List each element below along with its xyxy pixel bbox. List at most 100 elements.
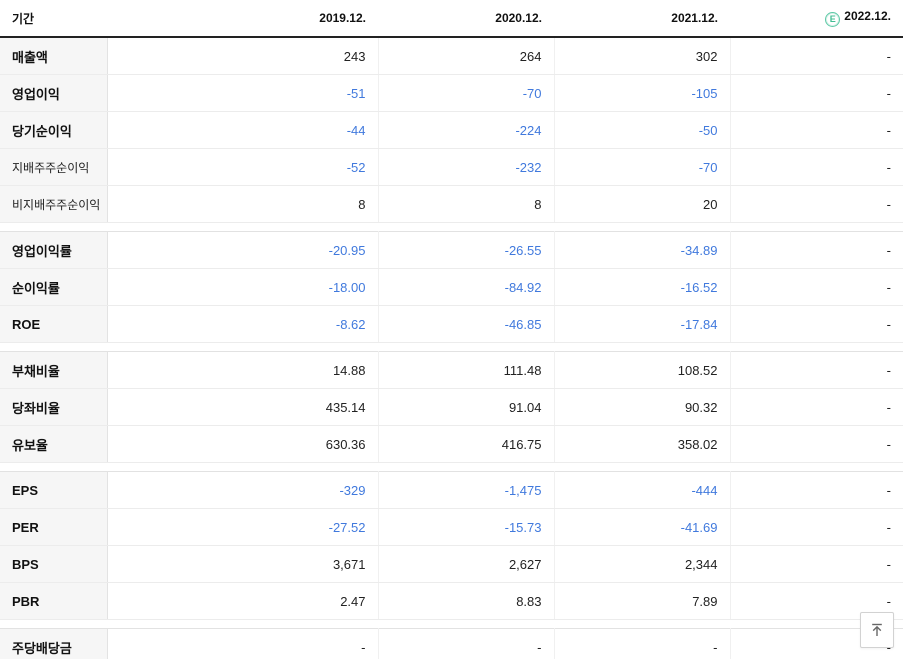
cell-value: -27.52 [107, 508, 379, 546]
table-row: EPS -329 -1,475 -444- [0, 471, 903, 509]
cell-value: -26.55 [378, 231, 555, 269]
row-label: PBR [0, 582, 108, 620]
row-group: 매출액 243 264 302- 영업이익 -51 -70 -105- 당기순이익 -44 -224… [0, 38, 903, 223]
cell-value: -84.92 [378, 268, 555, 306]
cell-value: -70 [554, 148, 731, 186]
financial-table-body: 매출액 243 264 302- 영업이익 -51 -70 -105- 당기순이익 -44 -224… [0, 38, 903, 659]
scroll-to-top-button[interactable] [860, 612, 894, 648]
row-label: ROE [0, 305, 108, 343]
cell-value: - [730, 425, 903, 463]
table-row: PER -27.52 -15.73 -41.69- [0, 508, 903, 546]
cell-value: - [378, 628, 555, 659]
row-label: 영업이익 [0, 74, 108, 112]
cell-value: 243 [107, 38, 379, 75]
row-group: 주당배당금---- [0, 628, 903, 659]
cell-value: - [730, 268, 903, 306]
estimate-icon: E [825, 12, 841, 27]
table-row: 부채비율 14.88 111.48 108.52- [0, 351, 903, 389]
cell-value: - [730, 111, 903, 149]
row-label: 순이익률 [0, 268, 108, 306]
cell-value: 91.04 [378, 388, 555, 426]
row-label: 비지배주주순이익 [0, 185, 108, 223]
cell-value: 2,344 [554, 545, 731, 583]
cell-value: -444 [554, 471, 731, 509]
table-row: 순이익률 -18.00 -84.92 -16.52- [0, 268, 903, 306]
row-label: 유보율 [0, 425, 108, 463]
cell-value: 302 [554, 38, 731, 75]
cell-value: -16.52 [554, 268, 731, 306]
row-group: 부채비율 14.88 111.48 108.52- 당좌비율 435.14 91.04 90.… [0, 351, 903, 463]
row-label: 당좌비율 [0, 388, 108, 426]
column-header-label: 2022.12. [844, 9, 891, 23]
row-label: 부채비율 [0, 351, 108, 389]
column-header-2020: 2020.12. [378, 0, 554, 38]
cell-value: - [730, 471, 903, 509]
cell-value: -17.84 [554, 305, 731, 343]
financial-table-header: 기간 2019.12. 2020.12. 2021.12. E 2022.12. [0, 0, 903, 38]
cell-value: 111.48 [378, 351, 555, 389]
cell-value: 2.47 [107, 582, 379, 620]
cell-value: - [730, 74, 903, 112]
cell-value: - [730, 545, 903, 583]
cell-value: -18.00 [107, 268, 379, 306]
row-label: PER [0, 508, 108, 546]
cell-value: -20.95 [107, 231, 379, 269]
row-label: EPS [0, 471, 108, 509]
cell-value: 2,627 [378, 545, 555, 583]
row-label: 영업이익률 [0, 231, 108, 269]
cell-value: -41.69 [554, 508, 731, 546]
table-row: 비지배주주순이익 8 8 20- [0, 185, 903, 223]
cell-value: 358.02 [554, 425, 731, 463]
table-row: 매출액 243 264 302- [0, 38, 903, 75]
table-row: PBR 2.47 8.83 7.89- [0, 582, 903, 620]
cell-value: - [730, 185, 903, 223]
cell-value: 108.52 [554, 351, 731, 389]
cell-value: -46.85 [378, 305, 555, 343]
cell-value: -52 [107, 148, 379, 186]
cell-value: 90.32 [554, 388, 731, 426]
cell-value: - [730, 388, 903, 426]
cell-value: -329 [107, 471, 379, 509]
header-row: 기간 2019.12. 2020.12. 2021.12. E 2022.12. [0, 0, 903, 38]
cell-value: - [730, 38, 903, 75]
cell-value: -1,475 [378, 471, 555, 509]
cell-value: 8 [107, 185, 379, 223]
cell-value: 8.83 [378, 582, 555, 620]
row-label: 지배주주순이익 [0, 148, 108, 186]
table-row: 유보율 630.36 416.75 358.02- [0, 425, 903, 463]
cell-value: - [730, 148, 903, 186]
table-row: 당좌비율 435.14 91.04 90.32- [0, 388, 903, 426]
arrow-up-to-top-icon [869, 622, 885, 638]
cell-value: -8.62 [107, 305, 379, 343]
cell-value: -44 [107, 111, 379, 149]
column-header-2019: 2019.12. [107, 0, 378, 38]
column-header-2021: 2021.12. [554, 0, 730, 38]
cell-value: 630.36 [107, 425, 379, 463]
cell-value: 264 [378, 38, 555, 75]
row-label: 당기순이익 [0, 111, 108, 149]
cell-value: 14.88 [107, 351, 379, 389]
table-row: 당기순이익 -44 -224 -50- [0, 111, 903, 149]
cell-value: -51 [107, 74, 379, 112]
table-row: BPS 3,671 2,627 2,344- [0, 545, 903, 583]
row-label: BPS [0, 545, 108, 583]
row-group: EPS -329 -1,475 -444- PER -27.52 -15.73 -41.69-… [0, 471, 903, 620]
table-row: ROE -8.62 -46.85 -17.84- [0, 305, 903, 343]
cell-value: - [730, 305, 903, 343]
cell-value: 3,671 [107, 545, 379, 583]
cell-value: 416.75 [378, 425, 555, 463]
cell-value: - [730, 508, 903, 546]
cell-value: -224 [378, 111, 555, 149]
cell-value: -105 [554, 74, 731, 112]
cell-value: - [107, 628, 379, 659]
cell-value: -50 [554, 111, 731, 149]
cell-value: 8 [378, 185, 555, 223]
column-header-2022-estimate: E 2022.12. [730, 0, 903, 38]
cell-value: -232 [378, 148, 555, 186]
cell-value: - [554, 628, 731, 659]
row-label: 매출액 [0, 38, 108, 75]
cell-value: 20 [554, 185, 731, 223]
cell-value: - [730, 351, 903, 389]
table-row: 영업이익률 -20.95 -26.55 -34.89- [0, 231, 903, 269]
